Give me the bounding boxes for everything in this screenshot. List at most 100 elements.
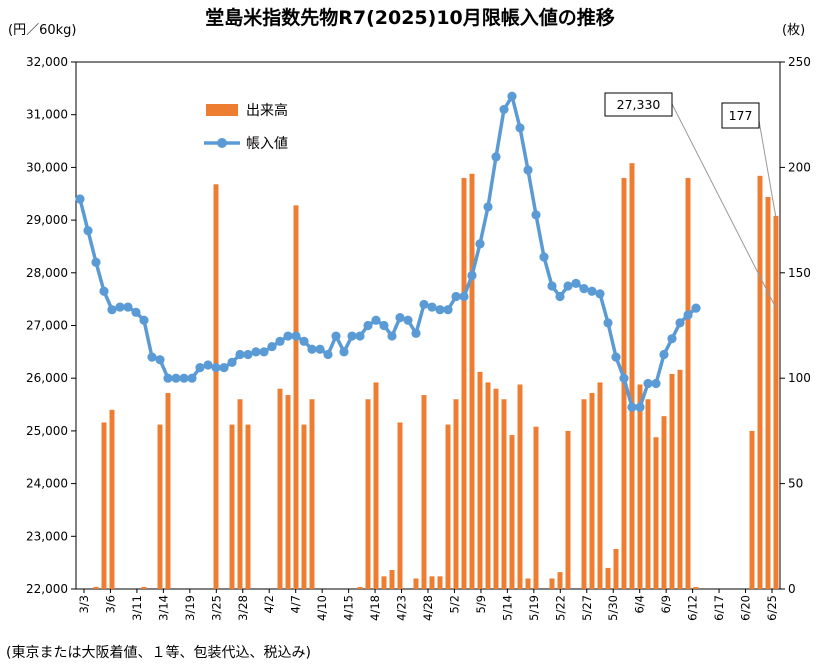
- volume-bar: [501, 399, 507, 589]
- volume-bar: [661, 416, 667, 589]
- volume-bar: [613, 548, 619, 589]
- volume-bar: [397, 422, 403, 589]
- volume-bar: [549, 578, 555, 589]
- settlement-point: [523, 165, 533, 175]
- volume-bar: [141, 586, 147, 589]
- volume-bar: [413, 578, 419, 589]
- left-axis-tick-label: 25,000: [26, 424, 68, 438]
- volume-bar: [653, 437, 659, 589]
- right-axis-tick-label: 50: [788, 477, 803, 491]
- right-axis-tick-label: 250: [788, 55, 811, 69]
- volume-bar: [213, 184, 219, 589]
- settlement-point: [259, 347, 269, 357]
- settlement-point: [611, 352, 621, 362]
- volume-bar: [309, 399, 315, 589]
- volume-bar: [605, 567, 611, 589]
- x-axis-tick-label: 6/12: [686, 595, 700, 621]
- volume-bar: [389, 570, 395, 589]
- settlement-point: [395, 312, 405, 323]
- settlement-series-line: [78, 94, 698, 409]
- x-axis-tick-label: 4/15: [342, 595, 356, 621]
- settlement-point: [563, 281, 573, 291]
- x-axis-tick-label: 6/20: [739, 595, 753, 621]
- footnote: (東京または大阪着値、１等、包装代込、税込み): [6, 644, 311, 661]
- volume-bar: [237, 399, 243, 589]
- settlement-point: [627, 402, 637, 412]
- x-axis-tick-label: 6/25: [765, 595, 779, 621]
- volume-bar: [589, 392, 595, 589]
- volume-bar: [685, 177, 691, 589]
- settlement-point: [115, 302, 125, 312]
- settlement-point: [587, 286, 597, 296]
- volume-bar: [229, 424, 235, 589]
- settlement-point: [91, 257, 101, 267]
- volume-bar: [301, 424, 307, 589]
- settlement-point: [667, 334, 677, 344]
- volume-bar: [461, 177, 467, 589]
- settlement-point: [475, 239, 485, 249]
- volume-bar: [597, 382, 603, 589]
- settlement-point: [531, 210, 541, 220]
- callout-volume-text: 177: [729, 108, 753, 123]
- x-axis-tick-label: 3/14: [156, 595, 170, 621]
- x-axis-tick-label: 3/19: [183, 595, 197, 621]
- x-axis-tick-label: 4/18: [368, 595, 382, 621]
- left-axis-tick-label: 28,000: [26, 266, 68, 280]
- settlement-point: [595, 289, 605, 299]
- left-axis-tick-label: 22,000: [26, 582, 68, 596]
- settlement-point: [283, 331, 293, 341]
- settlement-point: [675, 318, 685, 328]
- settlement-point: [459, 291, 469, 302]
- legend: 出来高 帳入値: [195, 95, 323, 161]
- settlement-point: [163, 373, 173, 383]
- volume-bar: [109, 409, 115, 589]
- volume-bar: [629, 163, 635, 589]
- x-axis-tick-label: 6/4: [633, 595, 647, 614]
- settlement-point: [187, 373, 197, 383]
- settlement-point: [435, 305, 445, 315]
- legend-line-marker: [217, 138, 227, 148]
- settlement-point: [555, 291, 565, 302]
- left-axis-tick-label: 31,000: [26, 108, 68, 122]
- settlement-point: [427, 302, 437, 312]
- settlement-point: [387, 331, 397, 341]
- volume-bar: [357, 586, 363, 589]
- volume-bar: [677, 369, 683, 589]
- settlement-point: [603, 318, 613, 328]
- settlement-point: [379, 320, 389, 331]
- settlement-point: [131, 307, 141, 317]
- x-axis-tick-label: 5/9: [474, 595, 488, 614]
- settlement-point: [443, 305, 453, 315]
- settlement-point: [235, 349, 245, 360]
- settlement-point: [99, 286, 109, 296]
- settlement-point: [123, 302, 133, 312]
- volume-bar: [669, 373, 675, 589]
- right-axis-tick-label: 0: [788, 582, 796, 596]
- legend-bar-label: 出来高: [246, 102, 288, 119]
- volume-bars: [93, 163, 779, 589]
- settlement-point: [347, 331, 357, 341]
- x-axis-tick-label: 5/14: [500, 595, 514, 621]
- x-axis-tick-label: 3/28: [236, 595, 250, 621]
- settlement-point: [355, 331, 365, 341]
- legend-bar-swatch: [206, 104, 238, 116]
- settlement-point: [203, 360, 213, 370]
- settlement-point: [635, 402, 645, 412]
- right-axis-tick-label: 150: [788, 266, 811, 280]
- settlement-point: [323, 349, 333, 360]
- settlement-point: [483, 202, 493, 212]
- volume-bar: [445, 424, 451, 589]
- volume-bar: [765, 196, 771, 589]
- settlement-point: [75, 194, 85, 204]
- callout-settlement-text: 27,330: [617, 97, 661, 112]
- settlement-point: [251, 347, 261, 357]
- volume-bar: [693, 586, 699, 589]
- volume-bar: [365, 399, 371, 589]
- volume-bar: [581, 399, 587, 589]
- left-axis-tick-label: 27,000: [26, 319, 68, 333]
- legend-line-label: 帳入値: [246, 136, 288, 152]
- settlement-point: [691, 303, 701, 313]
- left-axis-tick-label: 32,000: [26, 55, 68, 69]
- volume-bar: [245, 424, 251, 589]
